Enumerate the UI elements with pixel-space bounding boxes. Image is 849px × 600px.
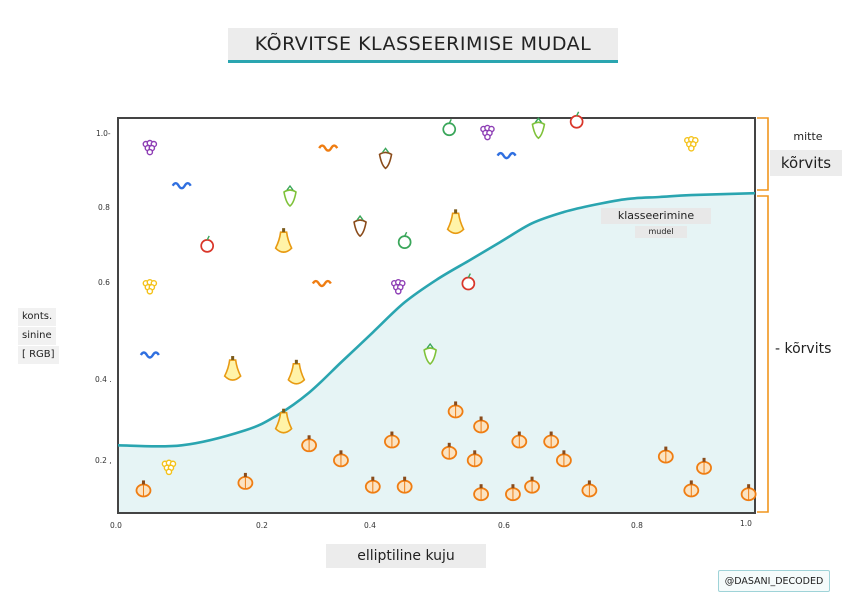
pumpkin-mark xyxy=(657,446,674,464)
pumpkin-mark xyxy=(581,480,598,498)
other-produce-mark xyxy=(142,278,158,295)
other-produce-mark xyxy=(378,147,393,170)
pumpkin-region-fill xyxy=(118,193,755,513)
other-produce-mark xyxy=(390,278,406,295)
other-produce-mark xyxy=(318,144,339,152)
other-produce-mark xyxy=(200,235,215,253)
other-produce-mark xyxy=(531,117,546,140)
other-produce-mark xyxy=(569,111,584,129)
pumpkin-mark xyxy=(740,484,757,502)
x-tick-02: 0.2 xyxy=(256,521,268,530)
other-produce-mark xyxy=(496,151,517,160)
other-produce-mark xyxy=(480,124,495,141)
plot-frame xyxy=(117,117,756,514)
pumpkin-mark xyxy=(384,431,400,449)
x-axis-label: elliptiline kuju xyxy=(326,544,486,568)
squash-mark xyxy=(223,356,242,381)
other-produce-mark xyxy=(142,139,158,156)
other-produce-mark xyxy=(161,459,177,476)
y-axis-label: konts. sinine [ RGB] xyxy=(18,308,90,365)
pumpkin-mark xyxy=(683,480,700,498)
pumpkin-mark xyxy=(333,450,349,468)
other-produce-mark xyxy=(171,182,192,190)
y-label-line-3: [ RGB] xyxy=(18,346,59,364)
x-tick-10: 1.0 xyxy=(740,519,752,528)
produce-marks xyxy=(135,111,757,502)
squash-mark xyxy=(274,228,293,253)
pumpkin-mark xyxy=(466,450,483,468)
other-produce-mark xyxy=(397,231,412,249)
label-not-pumpkin: kõrvits xyxy=(770,150,842,176)
pumpkin-mark xyxy=(396,476,413,494)
classification-curve xyxy=(117,191,756,448)
other-produce-mark xyxy=(139,351,160,359)
pumpkin-mark xyxy=(556,450,572,468)
diagram-title: KÕRVITSE KLASSEERIMISE MUDAL xyxy=(228,28,618,63)
pumpkin-mark xyxy=(447,401,464,419)
right-brace xyxy=(757,117,769,513)
other-produce-mark xyxy=(423,342,438,366)
other-produce-mark xyxy=(283,184,297,208)
y-label-line-2: sinine xyxy=(18,327,56,345)
pumpkin-mark xyxy=(473,416,489,434)
x-tick-06: 0.6 xyxy=(498,521,510,530)
pumpkin-mark xyxy=(543,431,560,449)
squash-mark xyxy=(287,359,306,385)
pumpkin-mark xyxy=(473,484,489,502)
curve-label: klasseerimine xyxy=(601,208,711,224)
y-tick-1: 1.0- xyxy=(96,129,111,138)
other-produce-mark xyxy=(311,279,332,288)
brace-top xyxy=(757,117,769,191)
y-tick-04: 0.4 . xyxy=(95,375,112,384)
pumpkin-mark xyxy=(696,457,712,475)
pumpkin-mark xyxy=(511,431,528,449)
pumpkin-mark xyxy=(441,442,458,460)
x-tick-08: 0.8 xyxy=(631,521,643,530)
pumpkin-mark xyxy=(135,480,152,498)
other-produce-mark xyxy=(442,118,457,137)
pumpkin-mark xyxy=(237,472,254,490)
y-tick-06: 0.6 xyxy=(98,278,110,287)
other-produce-mark xyxy=(461,273,476,291)
pumpkin-mark xyxy=(505,484,521,502)
pumpkin-mark xyxy=(364,476,381,494)
other-produce-mark xyxy=(684,136,699,152)
curve-sublabel: mudel xyxy=(635,226,687,238)
label-pumpkin: - kõrvits xyxy=(775,341,832,357)
squash-mark xyxy=(274,408,293,434)
y-label-line-1: konts. xyxy=(18,308,57,326)
y-tick-02: 0.2 , xyxy=(95,456,112,465)
brace-bottom xyxy=(757,195,769,513)
credit-badge: @DASANI_DECODED xyxy=(718,570,830,592)
pumpkin-mark xyxy=(524,476,540,494)
other-produce-mark xyxy=(353,214,367,238)
x-tick-00: 0.0 xyxy=(110,521,122,530)
pumpkin-region xyxy=(118,193,755,513)
pumpkin-mark xyxy=(301,435,318,453)
x-tick-04: 0.4 xyxy=(364,521,376,530)
label-mitte: mitte xyxy=(793,130,823,143)
y-tick-08: 0.8 xyxy=(98,203,110,212)
squash-mark xyxy=(446,209,465,235)
